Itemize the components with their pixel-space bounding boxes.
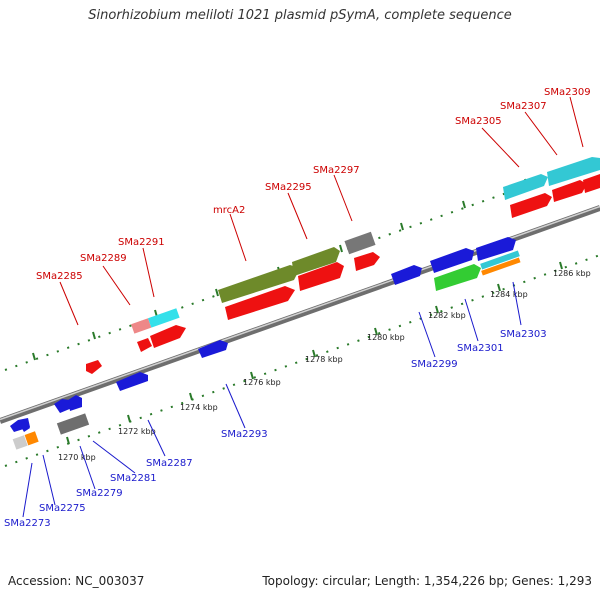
gene-label: SMa2299 bbox=[411, 359, 458, 370]
gene-smah2273 bbox=[12, 435, 28, 450]
gene-smah2301 bbox=[434, 264, 481, 291]
gene-smah2291 bbox=[148, 308, 180, 328]
gene-smah2297 bbox=[344, 231, 376, 255]
gene-arrow-blue bbox=[198, 340, 228, 358]
gene-label: SMa2287 bbox=[146, 458, 193, 469]
gene-smah2303-cyan bbox=[480, 250, 520, 270]
gene-label: SMa2273 bbox=[4, 518, 51, 529]
gene-arrow-blue bbox=[20, 420, 30, 432]
sequence-summary: Topology: circular; Length: 1,354,226 bp… bbox=[262, 574, 592, 588]
gene-arrow-red bbox=[225, 286, 295, 320]
gene-label: SMa2309 bbox=[544, 87, 591, 98]
tick-label: 1272 kbp bbox=[118, 427, 156, 436]
gene-label: SMa2279 bbox=[76, 488, 123, 499]
gene-label: SMa2303 bbox=[500, 329, 547, 340]
accession-label: Accession: NC_003037 bbox=[8, 574, 145, 588]
gene-smah2289 bbox=[131, 318, 152, 334]
gene-label: SMa2297 bbox=[313, 165, 360, 176]
gene-label: SMa2281 bbox=[110, 473, 157, 484]
gene-smah2275 bbox=[24, 431, 39, 446]
tick-label: 1280 kbp bbox=[367, 333, 405, 342]
gene-arrow-blue bbox=[68, 395, 82, 411]
tick-label: 1276 kbp bbox=[243, 378, 281, 387]
gene-smah2281 bbox=[56, 413, 90, 435]
gene-arrow-red bbox=[298, 262, 344, 291]
gene-arrow-blue bbox=[116, 372, 148, 391]
gene-arrow-red bbox=[510, 193, 552, 218]
gene-arrow-red bbox=[86, 360, 102, 374]
gene-label: mrcA2 bbox=[213, 205, 245, 216]
tick-label: 1270 kbp bbox=[58, 453, 96, 462]
gene-arrow-red bbox=[552, 180, 587, 202]
gene-arrow-blue bbox=[54, 399, 72, 413]
gene-arrow-red bbox=[583, 174, 600, 193]
tick-label: 1284 kbp bbox=[490, 290, 528, 299]
gene-smah2303 bbox=[481, 257, 521, 276]
gene-label: SMa2289 bbox=[80, 253, 127, 264]
reverse-gene-labels: SMa2273 SMa2275 SMa2279 SMa2281 SMa2287 … bbox=[4, 329, 547, 529]
reverse-leaders bbox=[22, 281, 522, 518]
gene-arrow-blue bbox=[391, 265, 422, 285]
gene-label: SMa2275 bbox=[39, 503, 86, 514]
reverse-genes bbox=[10, 237, 521, 450]
gene-arrow-red bbox=[354, 252, 380, 271]
forward-genes bbox=[86, 157, 600, 374]
tick-labels: 1270 kbp 1272 kbp 1274 kbp 1276 kbp 1278… bbox=[58, 269, 591, 462]
gene-label: SMa2295 bbox=[265, 182, 312, 193]
tick-label: 1286 kbp bbox=[553, 269, 591, 278]
gene-label: SMa2285 bbox=[36, 271, 83, 282]
gene-label: SMa2291 bbox=[118, 237, 165, 248]
gene-smah2305 bbox=[503, 174, 548, 200]
reverse-ruler-ticks bbox=[66, 261, 563, 445]
forward-leaders bbox=[59, 96, 584, 326]
gene-label: SMa2305 bbox=[455, 116, 502, 127]
map-title: Sinorhizobium meliloti 1021 plasmid pSym… bbox=[88, 8, 512, 23]
gene-arrow-red bbox=[137, 338, 152, 352]
gene-arrow-blue bbox=[476, 237, 516, 261]
gene-arrow-red bbox=[150, 325, 186, 348]
tick-label: 1274 kbp bbox=[180, 403, 218, 412]
tick-label: 1282 kbp bbox=[428, 311, 466, 320]
gene-smah2295 bbox=[292, 247, 340, 276]
gene-label: SMa2293 bbox=[221, 429, 268, 440]
gene-label: SMa2307 bbox=[500, 101, 547, 112]
tick-label: 1278 kbp bbox=[305, 355, 343, 364]
gene-arrow-blue bbox=[430, 248, 474, 273]
gene-smah2307 bbox=[547, 157, 600, 186]
forward-gene-labels: SMa2285 SMa2289 SMa2291 mrcA2 SMa2295 SM… bbox=[36, 87, 591, 282]
gene-label: SMa2301 bbox=[457, 343, 504, 354]
gene-mrca2 bbox=[218, 265, 300, 303]
